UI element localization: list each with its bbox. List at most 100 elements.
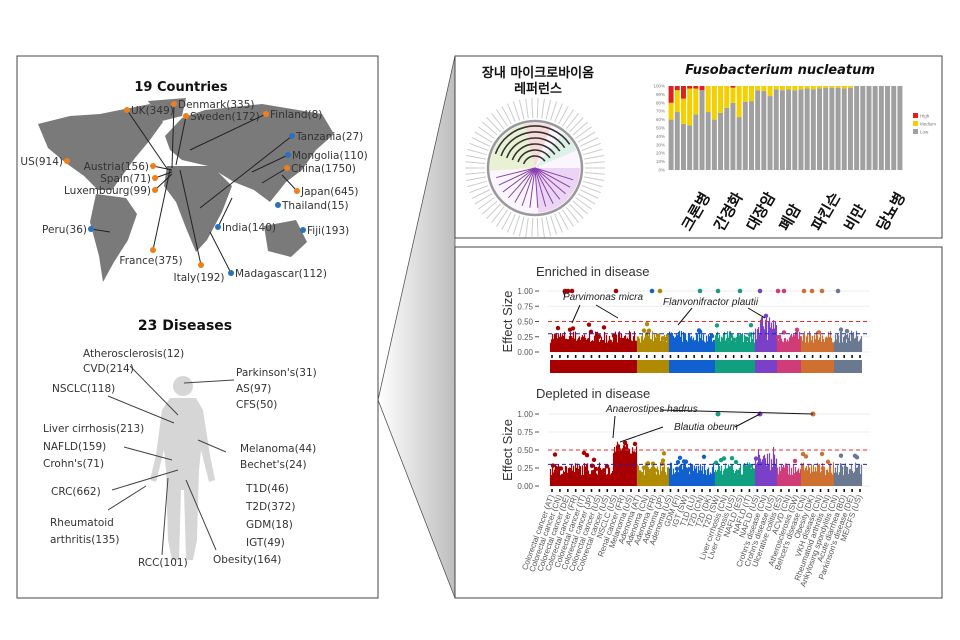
tree-leaf-label — [466, 155, 486, 160]
x-tick — [551, 489, 553, 492]
tree-leaf-label — [478, 196, 495, 210]
bar-segment-low — [668, 119, 674, 170]
disease-label: T1D(46) — [245, 483, 289, 495]
bar-segment-low — [773, 89, 779, 170]
tree-branch — [502, 167, 536, 193]
country-dot — [289, 133, 295, 139]
x-tick — [638, 489, 640, 492]
x-tick — [582, 355, 585, 358]
y-tick-label: 30% — [656, 142, 665, 147]
x-tick — [819, 489, 822, 492]
country-leader-line — [175, 115, 187, 166]
tree-leaf-label — [565, 112, 580, 130]
annotation-label: Flanvonifractor plautii — [663, 297, 759, 308]
bar-segment-low — [823, 87, 829, 170]
bar-segment-low — [767, 96, 773, 170]
data-point — [552, 452, 558, 457]
data-point — [714, 323, 720, 328]
x-tick — [598, 355, 601, 358]
bar-segment-medium — [767, 86, 773, 97]
disease-leader-line — [197, 439, 227, 453]
x-tick — [859, 355, 861, 358]
x-tick — [614, 355, 616, 358]
tree-branch — [511, 143, 556, 161]
data-point — [721, 456, 727, 461]
y-tick-label: 0.00 — [517, 348, 533, 357]
bar-segment-high — [680, 86, 686, 99]
data-point — [809, 288, 815, 294]
tree-leaf-label — [474, 131, 493, 143]
bar-segment-low — [755, 90, 761, 170]
data-point — [838, 327, 844, 332]
data-point — [644, 321, 650, 327]
country-label: Thailand(15) — [281, 200, 349, 212]
bar-segment-low — [804, 88, 810, 170]
tree-branch — [505, 137, 561, 159]
x-tick — [827, 489, 830, 492]
tree-leaf-label — [478, 126, 495, 140]
tree-leaf-label — [531, 98, 534, 119]
data-point — [794, 327, 800, 332]
disease-label: CRC(662) — [51, 486, 101, 498]
annotation-leader — [659, 409, 814, 415]
tree-leaf-label — [471, 137, 491, 147]
disease-diagram: 23 Diseases Atherosclerosis(12) CVD(214) N… — [43, 318, 317, 569]
tree-leaf-label — [545, 99, 552, 120]
y-tick-label: 10% — [656, 159, 665, 164]
tree-branch — [507, 167, 536, 199]
x-tick — [622, 489, 624, 492]
country-label: China(1750) — [291, 163, 356, 175]
tree-leaf-label — [518, 99, 525, 120]
country-leader-line — [217, 197, 233, 228]
x-tick — [566, 355, 569, 358]
tree-leaf-label — [575, 196, 592, 210]
x-tick — [630, 489, 632, 492]
disease-label: Bechet's(24) — [240, 459, 307, 471]
bar-segment-low — [742, 101, 748, 170]
tree-leaf-label — [496, 209, 508, 227]
country-dot — [88, 226, 94, 232]
country-label: Japan(645) — [300, 186, 359, 198]
data-point — [844, 328, 850, 334]
diseases-title: 23 Diseases — [138, 318, 232, 334]
legend-label: Medium — [920, 122, 936, 127]
reference-title-line1: 장내 마이크로바이옴 — [482, 65, 594, 81]
country-label: Finland(8) — [270, 109, 322, 121]
data-point — [763, 313, 769, 319]
data-point — [819, 288, 825, 294]
x-tick — [590, 355, 593, 358]
data-point — [588, 329, 594, 335]
data-point — [584, 452, 590, 458]
country-leader-line — [251, 154, 289, 173]
disease-leader-line — [129, 365, 179, 416]
country-leader-line — [209, 231, 232, 274]
y-tick-label: 0.00 — [517, 482, 533, 491]
country-dot — [294, 188, 300, 194]
disease-label: Melanoma(44) — [240, 443, 316, 455]
bar-segment-medium — [687, 88, 693, 126]
annotation-leader — [677, 307, 693, 326]
tree-leaf-label — [518, 216, 525, 237]
y-tick-label: 1.00 — [517, 287, 533, 296]
x-tick — [622, 355, 624, 358]
x-tick — [677, 489, 680, 492]
country-label: Fiji(193) — [307, 225, 349, 237]
data-point — [660, 458, 666, 463]
data-point — [613, 288, 619, 294]
tree-branch — [522, 155, 546, 165]
x-tick — [566, 489, 569, 492]
x-tick — [669, 489, 672, 492]
australia — [264, 220, 307, 257]
bar-segment-low — [786, 89, 792, 170]
x-tick — [803, 355, 806, 358]
bar-segment-medium — [680, 98, 686, 124]
microbiome-reference: 장내 마이크로바이옴 레퍼런스 — [465, 65, 605, 238]
group-strip — [801, 360, 834, 373]
country-leader-line — [154, 171, 173, 179]
data-point — [701, 454, 707, 460]
data-point — [801, 288, 807, 294]
enriched-title: Enriched in disease — [536, 264, 649, 279]
x-tick — [717, 355, 719, 358]
data-point — [838, 453, 844, 458]
data-point — [646, 328, 652, 333]
